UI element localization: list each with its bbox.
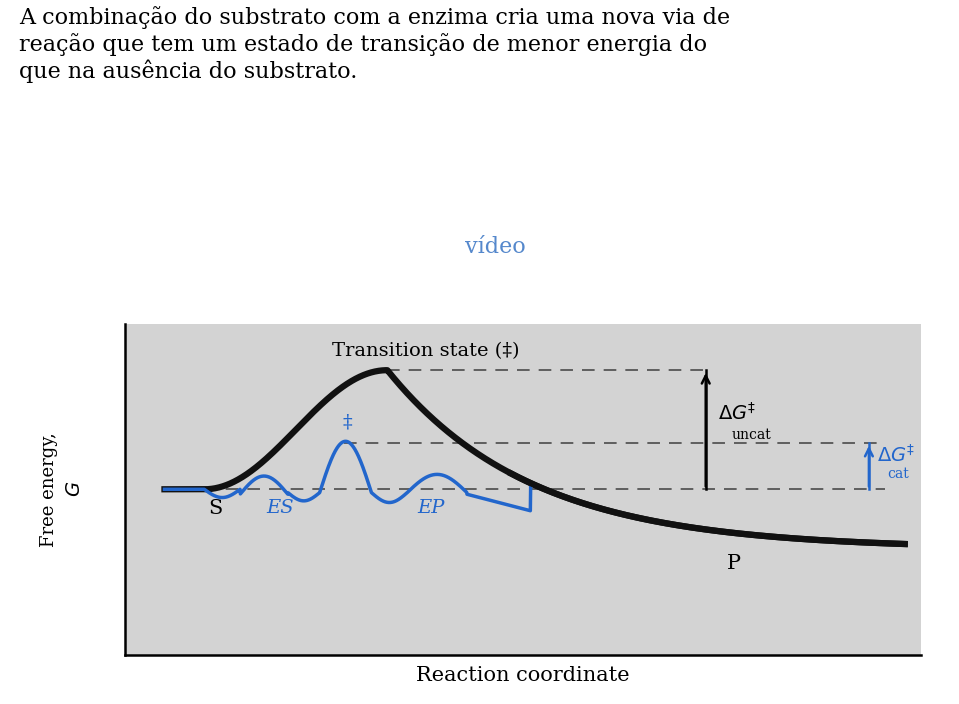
Text: uncat: uncat [731,428,771,441]
Text: ‡: ‡ [342,413,352,432]
Text: Free energy,: Free energy, [40,432,58,546]
Text: cat: cat [887,467,909,482]
Text: P: P [727,554,740,573]
Text: $\Delta G^{\ddagger}$: $\Delta G^{\ddagger}$ [717,402,756,424]
Text: $\Delta G^{\ddagger}$: $\Delta G^{\ddagger}$ [877,444,915,465]
Text: S: S [208,499,222,518]
Text: vídeo: vídeo [465,237,526,258]
Text: Transition state (‡): Transition state (‡) [332,342,519,360]
Text: $G$: $G$ [66,482,84,497]
Text: EP: EP [417,498,445,517]
X-axis label: Reaction coordinate: Reaction coordinate [416,666,629,685]
Text: ES: ES [266,498,293,517]
Text: A combinação do substrato com a enzima cria uma nova via de
reação que tem um es: A combinação do substrato com a enzima c… [19,6,731,83]
